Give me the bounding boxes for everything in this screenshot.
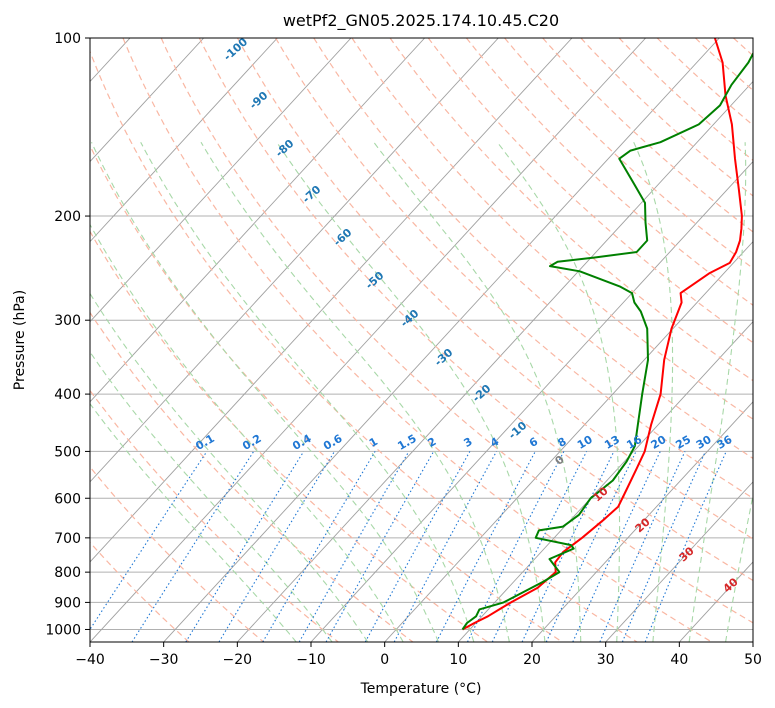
- mixing-ratio-line: [572, 451, 661, 642]
- isotherm-line: [90, 38, 352, 323]
- isotherm-line: [237, 80, 753, 642]
- dry-adiabat: [313, 38, 753, 460]
- dry-adiabat: [580, 38, 753, 197]
- dewpoint-profile: [461, 51, 753, 631]
- moist-adiabat: [90, 351, 333, 642]
- y-tick-label: 500: [54, 444, 81, 460]
- mixing-ratio-line: [599, 451, 686, 642]
- y-tick-label: 300: [54, 313, 81, 329]
- isotherm-line: [0, 38, 56, 642]
- moist-adiabat: [90, 292, 369, 642]
- dry-adiabat: [275, 38, 753, 499]
- y-tick-label: 1000: [45, 622, 81, 638]
- y-tick-label: 200: [54, 209, 81, 225]
- x-tick-label: 0: [380, 652, 389, 668]
- moist-adiabat: [90, 223, 404, 642]
- dry-adiabat: [90, 230, 488, 642]
- moist-adiabat: [496, 141, 621, 642]
- mixing-ratio-line: [491, 451, 588, 642]
- mixing-ratio-line: [218, 451, 335, 642]
- x-tick-label: 40: [670, 652, 688, 668]
- moist-adiabat: [91, 141, 440, 642]
- dry-adiabat: [198, 38, 753, 582]
- x-tick-label: 30: [597, 652, 615, 668]
- dry-adiabat: [236, 38, 753, 540]
- x-tick-label: −10: [296, 652, 326, 668]
- dry-adiabat: [427, 38, 753, 344]
- x-tick-label: 10: [449, 652, 467, 668]
- isotherm-line: [752, 641, 753, 642]
- y-tick-label: 400: [54, 387, 81, 403]
- x-axis-title: Temperature (°C): [360, 681, 482, 697]
- moist-adiabat: [633, 141, 674, 642]
- y-tick-label: 700: [54, 531, 81, 547]
- isotherm-line: [90, 38, 647, 642]
- moist-adiabat: [140, 141, 475, 642]
- moist-adiabat: [725, 492, 753, 642]
- dry-adiabat: [90, 49, 638, 642]
- moist-adiabat: [688, 142, 747, 642]
- mixing-ratio-line: [621, 451, 706, 642]
- moist-adiabat: [373, 141, 582, 642]
- x-tick-label: −40: [75, 652, 105, 668]
- isotherm-line: [90, 38, 499, 483]
- dry-adiabat: [351, 38, 753, 420]
- isotherm-line: [605, 481, 753, 642]
- isotherm-line: [90, 38, 426, 403]
- plot-background: [90, 38, 753, 642]
- isotherm-line: [531, 401, 753, 642]
- isotherm-line: [384, 240, 753, 642]
- mixing-ratio-line: [467, 451, 565, 642]
- y-tick-label: 600: [54, 491, 81, 507]
- x-tick-label: −30: [149, 652, 179, 668]
- dry-adiabat: [465, 38, 753, 306]
- dry-adiabat: [90, 389, 339, 642]
- y-tick-label: 100: [54, 31, 81, 47]
- dry-adiabat: [90, 311, 414, 642]
- dry-adiabat: [389, 38, 753, 382]
- isotherm-line: [90, 38, 573, 563]
- mixing-ratio-line: [364, 451, 471, 642]
- mixing-ratio-line: [185, 451, 305, 642]
- isotherm-line: [90, 38, 205, 163]
- x-tick-label: 50: [744, 652, 762, 668]
- moist-adiabat: [90, 402, 297, 642]
- moist-adiabat: [276, 141, 546, 642]
- x-tick-label: 20: [523, 652, 541, 668]
- y-axis-title: Pressure (hPa): [12, 290, 28, 390]
- y-tick-label: 800: [54, 565, 81, 581]
- mixing-ratio-line: [131, 451, 255, 642]
- mixing-ratio-line: [90, 451, 208, 631]
- dry-adiabat: [542, 38, 753, 233]
- chart-title: wetPf2_GN05.2025.174.10.45.C20: [283, 11, 559, 31]
- mixing-ratio-line: [325, 451, 435, 642]
- plot-frame: [89, 37, 754, 643]
- dry-adiabat: [160, 38, 753, 624]
- axes: −40 −30 −20 −10 0 10 20 30 40 50 100 200 300 400 500 60…: [45, 31, 762, 668]
- isotherm-line: [90, 38, 278, 243]
- mixing-ratio-line: [644, 451, 727, 642]
- mixing-ratio-line: [393, 451, 497, 642]
- plot-area: [0, 38, 753, 642]
- isotherm-line: [163, 38, 720, 642]
- y-tick-label: 900: [54, 595, 81, 611]
- x-tick-label: −20: [223, 652, 253, 668]
